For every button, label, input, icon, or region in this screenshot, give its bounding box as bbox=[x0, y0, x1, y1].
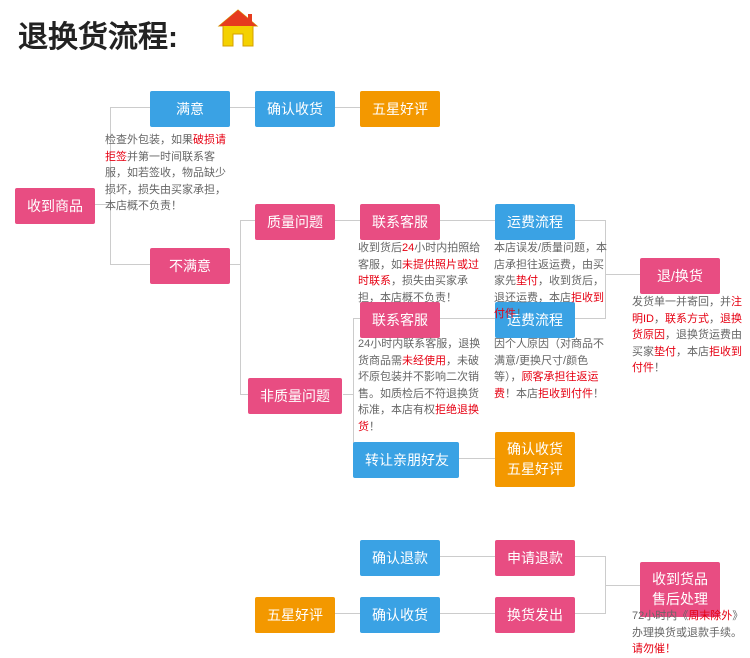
desc-d5: 因个人原因（对商品不满意/更换尺寸/颜色等），顾客承担往返运费！本店拒收到付件！ bbox=[494, 336, 614, 402]
desc-d3: 本店误发/质量问题，本店承担往返运费，由买家先垫付，收到货后，退还运费，本店拒收… bbox=[494, 240, 614, 323]
connector-line bbox=[230, 264, 240, 265]
node-nonquality: 非质量问题 bbox=[248, 378, 342, 414]
node-fivestar1: 五星好评 bbox=[360, 91, 440, 127]
connector-line bbox=[343, 394, 353, 395]
connector-line bbox=[240, 220, 241, 395]
desc-d4: 24小时内联系客服，退换货商品需未经使用，未破坏原包装并不影响二次销售。如质检后… bbox=[358, 336, 486, 435]
node-exchange: 退/换货 bbox=[640, 258, 720, 294]
connector-line bbox=[575, 613, 605, 614]
connector-line bbox=[440, 220, 495, 221]
node-ship1: 运费流程 bbox=[495, 204, 575, 240]
desc-d7: 72小时内《周末除外》办理换货或退款手续。请勿催！ bbox=[632, 608, 744, 658]
connector-line bbox=[575, 220, 605, 221]
node-receive: 收到商品 bbox=[15, 188, 95, 224]
connector-line bbox=[110, 107, 150, 108]
connector-line bbox=[335, 220, 360, 221]
connector-line bbox=[605, 585, 640, 586]
node-confirm1: 确认收货 bbox=[255, 91, 335, 127]
node-quality: 质量问题 bbox=[255, 204, 335, 240]
connector-line bbox=[335, 107, 360, 108]
node-transfer: 转让亲朋好友 bbox=[353, 442, 459, 478]
page-title: 退换货流程: bbox=[18, 12, 178, 56]
connector-line bbox=[459, 458, 495, 459]
desc-d1: 检查外包装，如果破损请拒签并第一时间联系客服，如若签收，物品缺少损坏，损失由买家… bbox=[105, 132, 235, 215]
node-fivestar2: 五星好评 bbox=[255, 597, 335, 633]
connector-line bbox=[335, 613, 360, 614]
desc-d6: 发货单一并寄回，并注明ID，联系方式，退换货原因，退换货运费由买家垫付，本店拒收… bbox=[632, 294, 744, 377]
node-cs2: 联系客服 bbox=[360, 302, 440, 338]
connector-line bbox=[230, 107, 255, 108]
node-apply_refund: 申请退款 bbox=[495, 540, 575, 576]
connector-line bbox=[110, 264, 150, 265]
node-unsatisfied: 不满意 bbox=[150, 248, 230, 284]
node-cs1: 联系客服 bbox=[360, 204, 440, 240]
connector-line bbox=[575, 556, 605, 557]
house-icon bbox=[215, 8, 261, 55]
connector-line bbox=[440, 613, 495, 614]
node-shipout: 换货发出 bbox=[495, 597, 575, 633]
connector-line bbox=[440, 318, 495, 319]
node-satisfied: 满意 bbox=[150, 91, 230, 127]
node-confirm2: 确认收货 bbox=[360, 597, 440, 633]
connector-line bbox=[440, 556, 495, 557]
connector-line bbox=[240, 220, 255, 221]
node-confirm_star: 确认收货 五星好评 bbox=[495, 432, 575, 487]
connector-line bbox=[353, 318, 354, 459]
node-confirm_refund: 确认退款 bbox=[360, 540, 440, 576]
desc-d2: 收到货后24小时内拍照给客服，如未提供照片或过时联系，损失由买家承担，本店概不负… bbox=[358, 240, 486, 306]
